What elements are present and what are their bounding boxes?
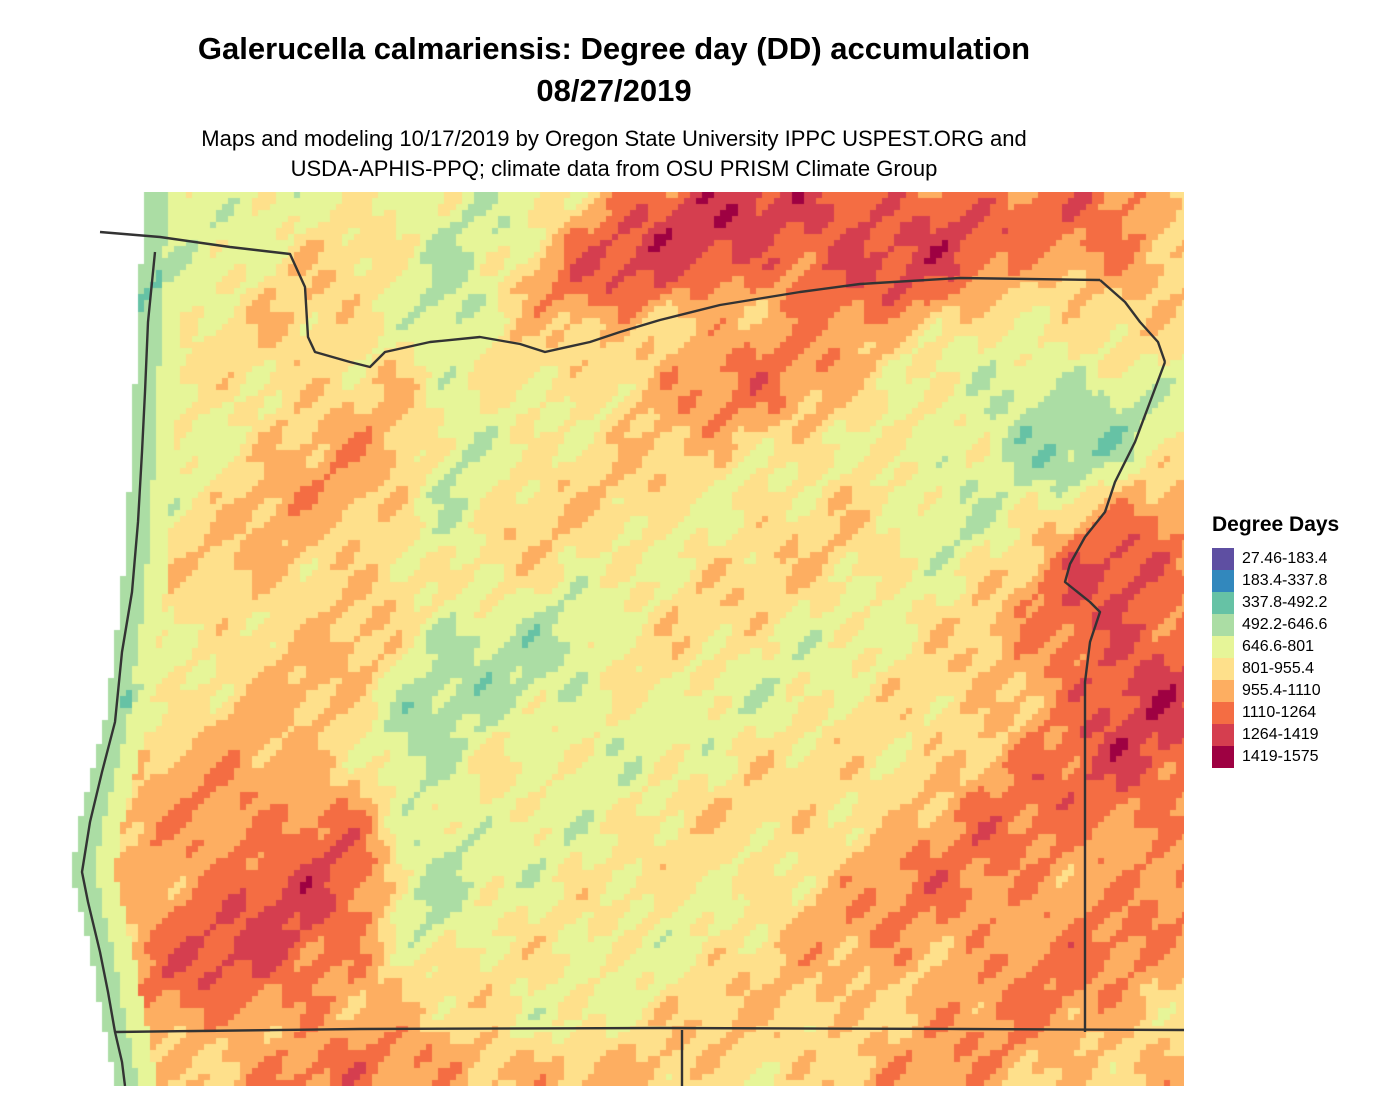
legend-swatch	[1212, 724, 1234, 746]
legend-item: 1110-1264	[1212, 702, 1339, 724]
legend-item: 337.8-492.2	[1212, 592, 1339, 614]
legend-label: 1419-1575	[1242, 748, 1319, 765]
degree-day-map	[60, 192, 1184, 1086]
title-line-2: 08/27/2019	[536, 73, 692, 108]
legend-item: 646.6-801	[1212, 636, 1339, 658]
legend-label: 337.8-492.2	[1242, 594, 1328, 611]
legend-swatch	[1212, 592, 1234, 614]
degree-day-raster	[60, 192, 1184, 1086]
subtitle-line-1: Maps and modeling 10/17/2019 by Oregon S…	[201, 126, 1027, 151]
legend-swatch	[1212, 570, 1234, 592]
oregon-washington-border	[99, 230, 1101, 369]
legend-label: 183.4-337.8	[1242, 572, 1328, 589]
legend-label: 492.2-646.6	[1242, 616, 1328, 633]
map-legend: Degree Days 27.46-183.4 183.4-337.8 337.8-…	[1212, 512, 1339, 768]
map-subtitle: Maps and modeling 10/17/2019 by Oregon S…	[0, 124, 1228, 184]
legend-item: 1264-1419	[1212, 724, 1339, 746]
subtitle-line-2: USDA-APHIS-PPQ; climate data from OSU PR…	[290, 156, 938, 181]
legend-items: 27.46-183.4 183.4-337.8 337.8-492.2 492.2-6…	[1212, 548, 1339, 768]
legend-label: 27.46-183.4	[1242, 550, 1328, 567]
legend-swatch	[1212, 680, 1234, 702]
map-title: Galerucella calmariensis: Degree day (DD…	[0, 28, 1228, 112]
legend-swatch	[1212, 548, 1234, 570]
boundary-lines	[80, 230, 1184, 1086]
legend-label: 1110-1264	[1242, 704, 1317, 721]
legend-item: 492.2-646.6	[1212, 614, 1339, 636]
legend-item: 955.4-1110	[1212, 680, 1339, 702]
legend-swatch	[1212, 636, 1234, 658]
coastline	[80, 251, 157, 1086]
legend-swatch	[1212, 702, 1234, 724]
legend-item: 183.4-337.8	[1212, 570, 1339, 592]
legend-label: 955.4-1110	[1242, 682, 1321, 699]
legend-item: 801-955.4	[1212, 658, 1339, 680]
oregon-idaho-border	[1063, 361, 1167, 1032]
columbia-river-north	[1099, 279, 1167, 363]
legend-swatch	[1212, 746, 1234, 768]
legend-item: 27.46-183.4	[1212, 548, 1339, 570]
legend-label: 1264-1419	[1242, 726, 1319, 743]
title-line-1: Galerucella calmariensis: Degree day (DD…	[197, 31, 1031, 66]
oregon-california-border	[114, 1026, 1184, 1034]
legend-item: 1419-1575	[1212, 746, 1339, 768]
legend-swatch	[1212, 658, 1234, 680]
legend-title: Degree Days	[1212, 513, 1340, 536]
legend-label: 801-955.4	[1242, 660, 1315, 677]
legend-swatch	[1212, 614, 1234, 636]
legend-label: 646.6-801	[1242, 638, 1315, 655]
